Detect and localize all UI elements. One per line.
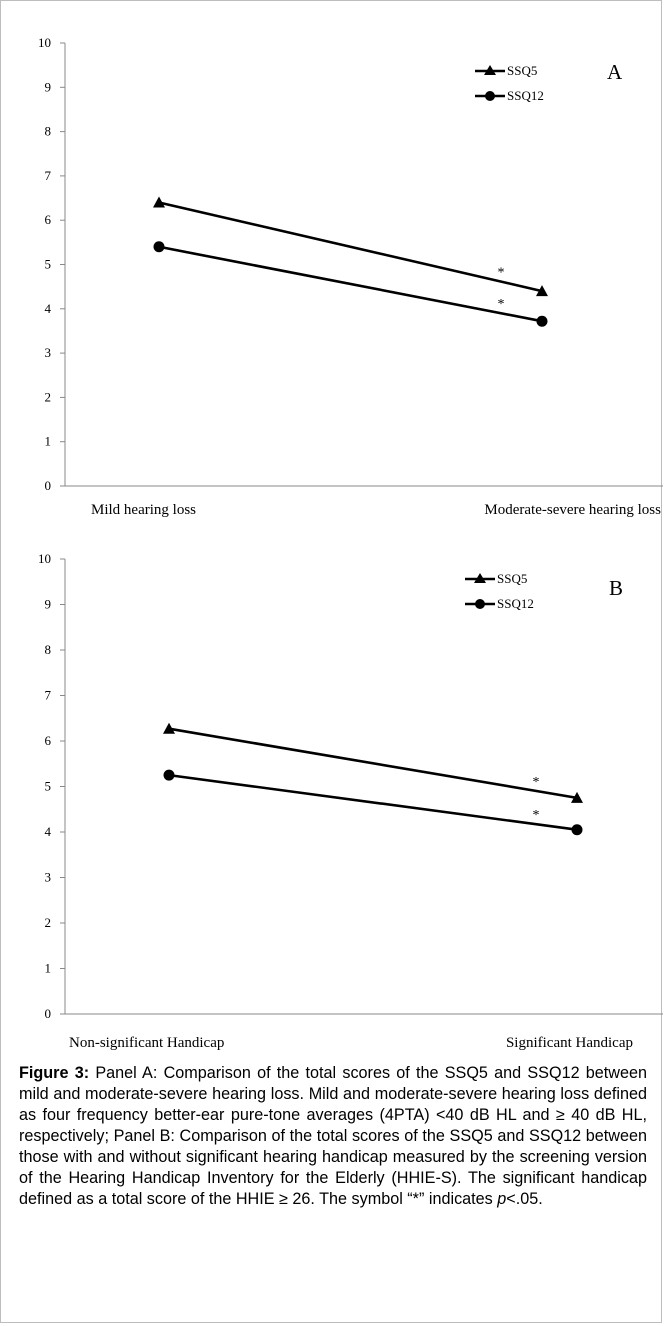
x-category-label: Mild hearing loss <box>91 502 196 518</box>
y-tick-label: 8 <box>45 642 52 657</box>
significance-marker: * <box>498 297 505 312</box>
y-tick-label: 1 <box>45 434 52 449</box>
y-tick-label: 3 <box>45 345 52 360</box>
caption-text-2: <.05. <box>506 1190 542 1208</box>
legend-label-ssq12: SSQ12 <box>497 596 534 611</box>
data-point-ssq12 <box>572 824 583 835</box>
y-tick-label: 9 <box>45 79 52 94</box>
legend-label-ssq5: SSQ5 <box>507 63 537 78</box>
y-tick-label: 6 <box>45 733 52 748</box>
figure-caption: Figure 3: Panel A: Comparison of the tot… <box>19 1063 647 1210</box>
legend-marker-ssq12 <box>475 599 485 609</box>
caption-p-symbol: p <box>497 1190 506 1208</box>
y-tick-label: 7 <box>45 688 52 703</box>
data-point-ssq5 <box>153 196 165 207</box>
y-tick-label: 9 <box>45 597 52 612</box>
legend-marker-ssq12 <box>485 91 495 101</box>
data-point-ssq12 <box>537 316 548 327</box>
y-tick-label: 5 <box>45 257 52 272</box>
legend-label-ssq5: SSQ5 <box>497 571 527 586</box>
y-tick-label: 2 <box>45 389 52 404</box>
series-line-ssq5 <box>159 202 542 291</box>
x-category-label: Non-significant Handicap <box>69 1035 224 1051</box>
y-tick-label: 2 <box>45 915 52 930</box>
y-tick-label: 0 <box>45 1006 52 1021</box>
y-tick-label: 5 <box>45 779 52 794</box>
y-tick-label: 0 <box>45 478 52 493</box>
y-tick-label: 8 <box>45 124 52 139</box>
panel-b-chart: 0 1 2 3 4 5 6 7 8 9 10 Non-significant Handicap Sign… <box>1 536 663 1061</box>
panel-a-chart: 0 1 2 3 4 5 6 7 8 9 10 Mild hearing loss Moderate-se… <box>1 1 663 531</box>
series-line-ssq5 <box>169 729 577 798</box>
panel-label: B <box>609 576 623 600</box>
y-tick-label: 10 <box>38 35 51 50</box>
y-tick-label: 7 <box>45 168 52 183</box>
data-point-ssq12 <box>164 770 175 781</box>
panel-label: A <box>607 60 623 84</box>
data-point-ssq12 <box>154 241 165 252</box>
significance-marker: * <box>533 808 540 823</box>
series-line-ssq12 <box>169 775 577 830</box>
y-tick-label: 10 <box>38 551 51 566</box>
significance-marker: * <box>533 775 540 790</box>
y-tick-label: 3 <box>45 870 52 885</box>
x-category-label: Moderate-severe hearing loss <box>484 502 661 518</box>
series-line-ssq12 <box>159 247 542 321</box>
y-tick-label: 1 <box>45 961 52 976</box>
legend-label-ssq12: SSQ12 <box>507 88 544 103</box>
y-tick-label: 4 <box>45 301 52 316</box>
x-category-label: Significant Handicap <box>506 1035 633 1051</box>
significance-marker: * <box>498 266 505 281</box>
y-tick-label: 4 <box>45 824 52 839</box>
y-tick-label: 6 <box>45 212 52 227</box>
caption-label: Figure 3: <box>19 1064 89 1082</box>
caption-text-1: Panel A: Comparison of the total scores … <box>19 1064 647 1208</box>
